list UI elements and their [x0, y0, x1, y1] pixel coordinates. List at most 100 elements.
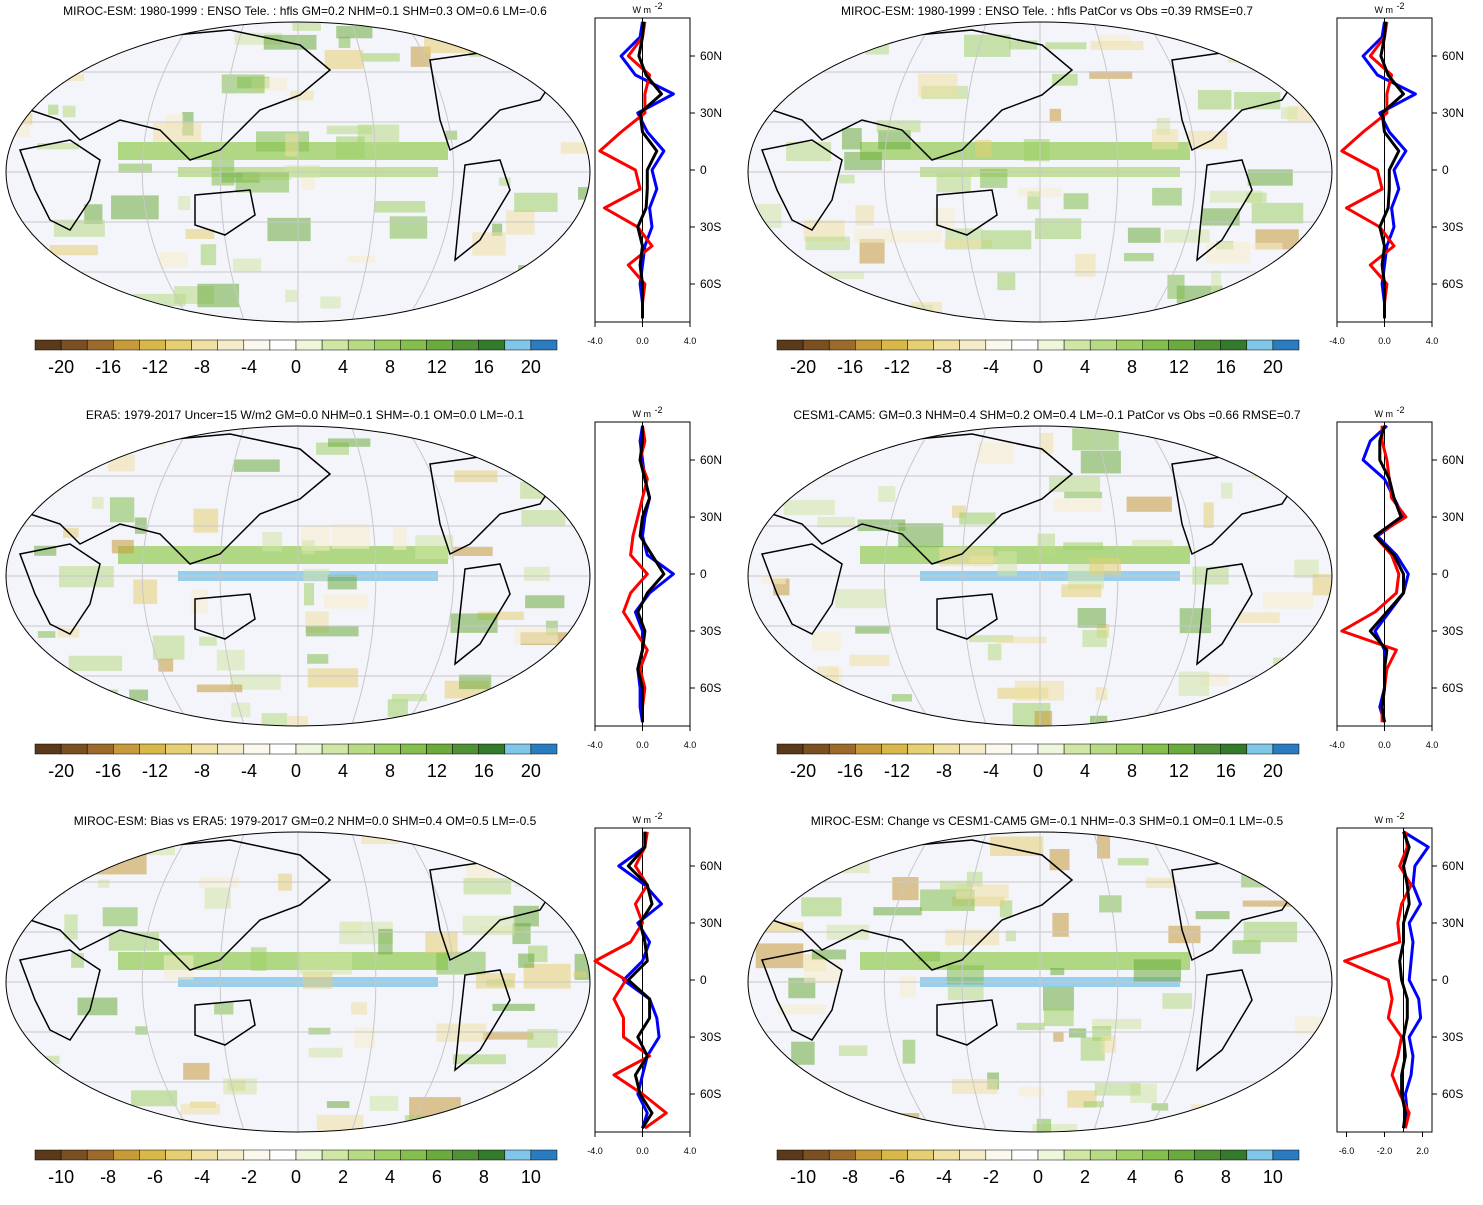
field-patch [336, 136, 365, 159]
panel-title: MIROC-ESM: 1980-1999 : ENSO Tele. : hfls… [63, 4, 547, 18]
colorbar-label: -16 [837, 357, 863, 377]
colorbar-label: 4 [1080, 761, 1090, 781]
field-patch [387, 699, 408, 717]
field-patch [514, 718, 538, 726]
colorbar-label: -16 [95, 357, 121, 377]
field-patch [262, 532, 283, 552]
continent-outline [194, 189, 256, 236]
colorbar-swatch [400, 1149, 427, 1161]
field-patch [778, 1004, 827, 1015]
zonal-y-tick-label: 60N [1442, 49, 1464, 63]
field-patch [849, 654, 890, 667]
field-patch [463, 878, 512, 895]
zonal-y-tick-label: 60S [700, 277, 721, 291]
field-patch [968, 556, 998, 564]
field-patch [302, 971, 333, 989]
field-patch [1167, 274, 1185, 299]
field-patch [918, 73, 958, 97]
colorbar-swatch [1168, 1149, 1195, 1161]
field-patch [111, 539, 134, 554]
field-patch [945, 929, 1000, 946]
zonal-units-sup: -2 [1397, 1, 1405, 11]
map-border [747, 21, 1333, 323]
colorbar-label: -16 [837, 761, 863, 781]
colorbar-swatch [374, 339, 401, 351]
colorbar-swatch [452, 339, 479, 351]
field-patch [118, 546, 448, 564]
field-patch [121, 433, 165, 446]
field-patch [518, 265, 560, 283]
continent-outline [1196, 969, 1253, 1072]
colorbar-swatch [1246, 1149, 1274, 1161]
colorbar-swatch [217, 339, 245, 351]
colorbar-swatch [269, 743, 297, 755]
zonal-series-black [1378, 21, 1405, 319]
field-patch [1099, 895, 1122, 913]
colorbar-swatch [60, 339, 88, 351]
continent-outline [1196, 563, 1253, 666]
field-patch [1133, 959, 1182, 983]
field-patch [1201, 208, 1240, 226]
field-patch [987, 643, 1002, 661]
field-patch [458, 674, 492, 690]
colorbar-label: 2 [338, 1167, 348, 1187]
field-patch [1090, 40, 1144, 51]
panel-era5: ERA5: 1979-2017 Uncer=15 W/m2 GM=0.0 NHM… [0, 404, 741, 799]
field-patch [1190, 1104, 1231, 1122]
field-patch [544, 1079, 590, 1094]
zonal-x-tick-label: 4.0 [1426, 336, 1439, 346]
field-patch [1132, 539, 1173, 547]
field-patch [1325, 904, 1332, 926]
field-patch [369, 1095, 399, 1111]
field-patch [211, 159, 235, 186]
field-patch [513, 905, 539, 927]
field-patch [108, 454, 135, 472]
field-patch [1295, 659, 1332, 673]
graticule-lon [404, 832, 455, 1132]
continent-outline [454, 563, 511, 666]
field-patch [301, 177, 316, 190]
colorbar-swatch [907, 339, 934, 351]
field-patch [415, 535, 454, 560]
field-patch [817, 516, 856, 528]
colorbar-label: 4 [385, 1167, 395, 1187]
colorbar-swatch [1168, 339, 1195, 351]
colorbar-swatch [426, 339, 453, 351]
zonal-y-tick-label: 0 [1442, 163, 1449, 177]
colorbar-label: 6 [1174, 1167, 1184, 1187]
zonal-y-tick-label: 60S [700, 1087, 721, 1101]
field-patch [77, 997, 118, 1016]
field-patch [472, 232, 506, 256]
field-patch [285, 289, 297, 302]
panel-cesm: CESM1-CAM5: GM=0.3 NHM=0.4 SHM=0.2 OM=0.… [742, 404, 1483, 799]
field-patch [285, 133, 299, 157]
colorbar-swatch [243, 339, 271, 351]
field-patch [578, 187, 590, 200]
colorbar-swatch [985, 339, 1013, 351]
field-patch [559, 879, 590, 898]
field-patch [855, 205, 875, 226]
field-patch [1095, 687, 1108, 701]
field-patch [477, 611, 524, 620]
field-patch [969, 635, 1014, 643]
colorbar-swatch [1011, 743, 1039, 755]
zonal-y-tick-label: 60N [700, 453, 722, 467]
field-patch [857, 519, 906, 532]
zonal-y-tick-label: 30N [1442, 916, 1464, 930]
field-patch [324, 594, 368, 609]
zonal-y-tick-label: 60N [1442, 859, 1464, 873]
zonal-units: W m [633, 815, 652, 825]
field-patch [129, 689, 149, 701]
field-patch [1068, 1028, 1087, 1038]
field-patch [860, 952, 1190, 970]
colorbar-label: -12 [142, 761, 168, 781]
continent-outline [194, 593, 256, 640]
field-patch [947, 986, 984, 1001]
field-patch [216, 649, 245, 671]
field-patch [1294, 1114, 1327, 1125]
field-patch [1089, 715, 1108, 726]
colorbar-label: 8 [479, 1167, 489, 1187]
colorbar-swatch [165, 1149, 192, 1161]
zonal-y-tick-label: 30S [700, 1030, 721, 1044]
colorbar-label: 8 [385, 761, 395, 781]
